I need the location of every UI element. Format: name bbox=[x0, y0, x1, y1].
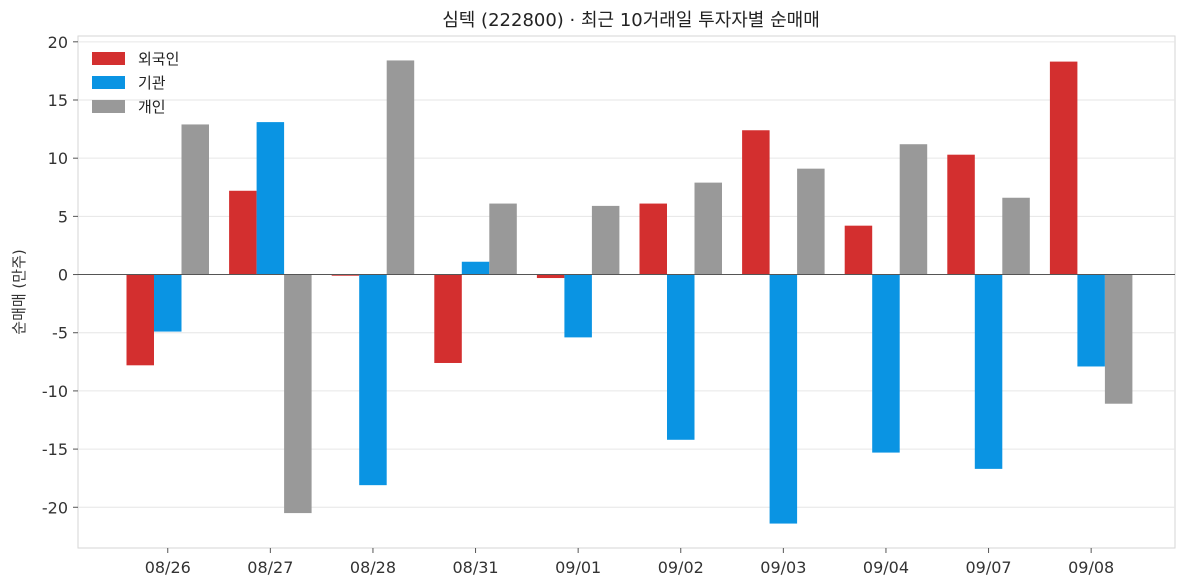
x-tick-label: 09/08 bbox=[1068, 558, 1114, 577]
bar-개인-08/26[interactable] bbox=[181, 124, 210, 275]
bar-외국인-08/31[interactable] bbox=[434, 274, 462, 363]
bar-기관-09/01[interactable] bbox=[564, 274, 592, 338]
x-tick-label: 08/28 bbox=[350, 558, 396, 577]
bar-외국인-08/27[interactable] bbox=[229, 190, 257, 275]
bar-기관-09/03[interactable] bbox=[769, 274, 798, 524]
bar-개인-09/01[interactable] bbox=[591, 205, 620, 275]
y-tick-label: -5 bbox=[52, 324, 68, 343]
y-tick-label: 10 bbox=[48, 149, 68, 168]
bar-기관-09/07[interactable] bbox=[974, 274, 1003, 469]
bars bbox=[126, 60, 1133, 524]
x-tick-label: 09/07 bbox=[965, 558, 1011, 577]
x-tick-label: 08/27 bbox=[247, 558, 293, 577]
bar-기관-08/26[interactable] bbox=[154, 274, 182, 332]
x-tick-label: 08/26 bbox=[145, 558, 191, 577]
y-tick-label: 0 bbox=[58, 266, 68, 285]
bar-개인-08/31[interactable] bbox=[489, 203, 517, 275]
bar-개인-09/08[interactable] bbox=[1104, 274, 1133, 404]
y-tick-label: -10 bbox=[42, 382, 68, 401]
bar-외국인-09/04[interactable] bbox=[844, 225, 873, 275]
x-axis-ticks: 08/26 08/27 08/28 08/31 09/01 09/02 09/03 09/04… bbox=[145, 548, 1114, 577]
bar-개인-09/03[interactable] bbox=[797, 168, 825, 275]
legend-label-기관: 기관 bbox=[138, 74, 166, 92]
legend-swatch-기관 bbox=[92, 76, 125, 89]
bar-기관-08/28[interactable] bbox=[359, 274, 387, 486]
bar-외국인-09/07[interactable] bbox=[947, 154, 975, 275]
legend-label-개인: 개인 bbox=[138, 98, 166, 116]
bar-기관-09/08[interactable] bbox=[1077, 274, 1105, 367]
bar-개인-09/04[interactable] bbox=[899, 144, 928, 275]
bar-기관-08/31[interactable] bbox=[461, 261, 490, 275]
y-tick-label: 15 bbox=[48, 91, 68, 110]
legend-label-외국인: 외국인 bbox=[138, 50, 179, 68]
legend-swatch-개인 bbox=[92, 100, 125, 113]
bar-기관-09/02[interactable] bbox=[667, 274, 695, 440]
bar-외국인-09/03[interactable] bbox=[742, 130, 770, 275]
legend-swatch-외국인 bbox=[92, 52, 125, 65]
y-tick-label: 5 bbox=[58, 207, 68, 226]
bar-외국인-09/08[interactable] bbox=[1049, 61, 1078, 275]
bar-외국인-08/28[interactable] bbox=[331, 274, 360, 276]
y-tick-label: -15 bbox=[42, 440, 68, 459]
bar-기관-08/27[interactable] bbox=[256, 122, 285, 275]
bar-기관-09/04[interactable] bbox=[872, 274, 900, 453]
x-tick-label: 09/04 bbox=[863, 558, 909, 577]
x-tick-label: 09/01 bbox=[555, 558, 601, 577]
bar-외국인-09/02[interactable] bbox=[639, 203, 668, 275]
bar-개인-08/28[interactable] bbox=[386, 60, 415, 275]
y-axis-ticks: 20 15 10 5 0 -5 -10 -15 -20 bbox=[42, 33, 78, 517]
bar-개인-08/27[interactable] bbox=[284, 274, 312, 514]
bar-개인-09/07[interactable] bbox=[1002, 197, 1030, 275]
y-tick-label: 20 bbox=[48, 33, 68, 52]
bar-외국인-08/26[interactable] bbox=[126, 274, 155, 366]
y-tick-label: -20 bbox=[42, 498, 68, 517]
bar-개인-09/02[interactable] bbox=[694, 182, 723, 275]
chart-title: 심텍 (222800) · 최근 10거래일 투자자별 순매매 bbox=[442, 10, 820, 31]
x-tick-label: 08/31 bbox=[452, 558, 498, 577]
x-tick-label: 09/03 bbox=[760, 558, 806, 577]
x-tick-label: 09/02 bbox=[658, 558, 704, 577]
plot-frame bbox=[77, 35, 1176, 549]
y-axis-label: 순매매 (만주) bbox=[10, 249, 28, 334]
bar-외국인-09/01[interactable] bbox=[536, 274, 565, 279]
